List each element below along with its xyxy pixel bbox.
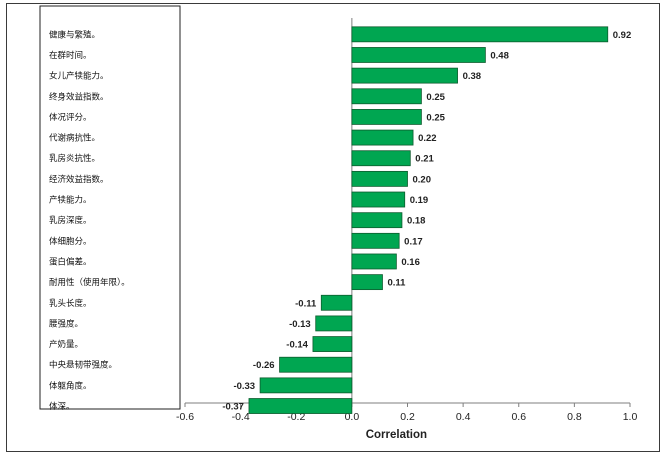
bar-value-label: -0.11 [295, 298, 317, 309]
bar-value-label: -0.13 [289, 319, 311, 330]
bar [351, 109, 422, 125]
chart-frame [6, 3, 660, 452]
bar [259, 377, 353, 394]
bar [351, 191, 406, 208]
x-tick-label: -0.2 [287, 411, 305, 423]
bar-value-label: 0.19 [410, 195, 429, 206]
bar-value-label: 0.18 [407, 216, 426, 227]
category-label: 在群时间。 [49, 50, 92, 61]
bar-value-label: 0.16 [401, 257, 420, 268]
category-label: 产犊能力。 [49, 195, 92, 206]
bar [351, 274, 383, 291]
category-label: 腰强度。 [49, 318, 83, 329]
bar-value-label: -0.37 [222, 402, 244, 413]
x-tick-label: -0.6 [176, 411, 194, 423]
bar [351, 170, 408, 187]
bar [312, 336, 353, 352]
x-tick-label: 1.0 [623, 411, 638, 423]
category-label: 女儿产犊能力。 [49, 71, 109, 82]
bar-value-label: 0.38 [463, 71, 482, 82]
x-tick-label: 0.2 [400, 411, 415, 423]
category-label-box [39, 5, 181, 410]
bar [351, 212, 403, 229]
bar-value-label: 0.20 [413, 174, 432, 185]
category-label: 体躯角度。 [49, 380, 92, 391]
bar [320, 294, 353, 311]
bar [351, 232, 400, 249]
bar-value-label: -0.33 [233, 381, 255, 392]
category-label: 体细胞分。 [49, 236, 92, 247]
bar-value-label: -0.14 [286, 340, 308, 351]
category-label: 乳头长度。 [49, 298, 92, 309]
x-tick-label: 0.4 [456, 411, 471, 423]
x-axis-label: Correlation [366, 429, 427, 441]
bar [351, 26, 609, 43]
category-label: 耐用性（使用年限）。 [49, 277, 130, 288]
bar-value-label: 0.92 [613, 30, 632, 41]
category-label: 乳房深度。 [49, 215, 92, 226]
bar [351, 129, 414, 146]
category-label: 体况评分。 [49, 112, 92, 123]
bar-value-label: 0.25 [426, 92, 445, 103]
bar-value-label: -0.26 [253, 360, 275, 371]
bar [351, 88, 422, 105]
bar [351, 47, 486, 63]
x-tick-label: -0.4 [232, 411, 250, 423]
bar-value-label: 0.22 [418, 133, 437, 144]
bar [248, 398, 353, 414]
bar-value-label: 0.48 [490, 50, 509, 61]
bar [351, 253, 397, 270]
category-label: 终身效益指数。 [49, 91, 109, 102]
category-label: 体深。 [49, 401, 75, 412]
bar [279, 356, 353, 373]
bar-value-label: 0.21 [415, 154, 434, 165]
bar-value-label: 0.11 [387, 278, 406, 289]
x-tick-label: 0.6 [511, 411, 526, 423]
x-tick-label: 0.0 [345, 411, 360, 423]
x-tick-label: 0.8 [567, 411, 582, 423]
bar-value-label: 0.17 [404, 236, 423, 247]
category-label: 产奶量。 [49, 339, 83, 350]
bar [351, 67, 458, 84]
bar [351, 150, 411, 167]
bar [315, 315, 353, 332]
category-label: 乳房炎抗性。 [49, 153, 100, 164]
category-label: 中央悬韧带强度。 [49, 360, 117, 371]
category-label: 蛋白偏差。 [49, 256, 92, 267]
category-label: 健康与繁殖。 [49, 29, 100, 40]
bar-value-label: 0.25 [426, 112, 445, 123]
category-label: 代谢病抗性。 [49, 133, 100, 144]
category-label: 经济效益指数。 [49, 174, 109, 185]
